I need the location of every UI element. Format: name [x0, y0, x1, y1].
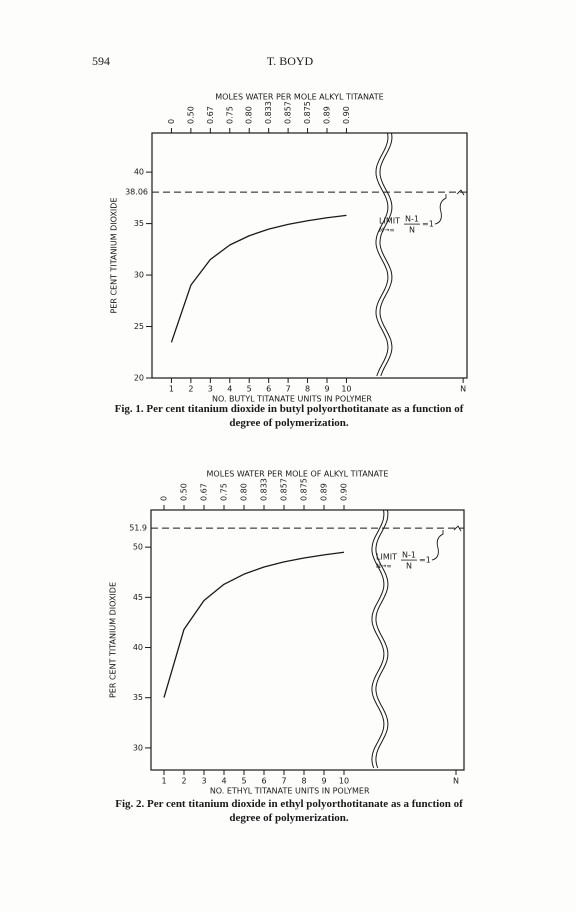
y-tick-label: 40: [133, 643, 143, 652]
y-tick-label: 35: [134, 219, 144, 228]
x-tick-label: 3: [201, 777, 206, 786]
annotation-subscript: N→∞: [376, 562, 392, 570]
x-tick-label: 1: [161, 777, 166, 786]
x-tick-label: 5: [247, 385, 252, 394]
x-tick-label: N: [460, 385, 466, 394]
top-tick-label: 0.833: [264, 101, 273, 124]
axis-break: [379, 132, 393, 377]
caption: Fig. 2. Per cent titanium dioxide in eth…: [103, 797, 475, 825]
axis-break: [375, 509, 389, 769]
top-tick-label: 0.857: [280, 478, 289, 501]
x-tick-label: 3: [208, 385, 213, 394]
limit-label: 51.9: [129, 524, 147, 533]
annotation-arrow: [434, 189, 465, 225]
y-tick-label: 30: [134, 271, 144, 280]
x-tick-label: 8: [301, 777, 306, 786]
top-tick-label: 0.89: [320, 483, 329, 501]
caption-text: Per cent titanium dioxide in butyl polyo…: [146, 403, 464, 429]
data-line: [170, 214, 347, 343]
page-number: 594: [92, 54, 110, 68]
top-tick-label: 0.75: [220, 483, 229, 501]
caption-label: Fig. 1.: [114, 403, 144, 415]
top-tick-label: 0.875: [303, 101, 312, 124]
x-tick-label: 1: [169, 385, 174, 394]
annotation-arrow: [431, 525, 462, 561]
annotation-denominator: N: [409, 226, 415, 235]
top-axis-label: MOLES WATER PER MOLE OF ALKYL TITANATE: [207, 470, 389, 479]
x-axis-label: NO. ETHYL TITANATE UNITS IN POLYMER: [210, 787, 370, 796]
top-tick-label: 0.833: [260, 478, 269, 501]
plot-frame: [151, 132, 468, 379]
caption-label: Fig. 2.: [115, 798, 145, 810]
top-tick-label: 0.50: [180, 483, 189, 501]
top-tick-label: 0.67: [206, 106, 215, 124]
y-tick-label: 40: [134, 168, 144, 177]
x-tick-label: 2: [188, 385, 193, 394]
x-tick-label: N: [453, 777, 459, 786]
top-tick-label: 0.90: [342, 106, 351, 124]
plot-frame: [150, 509, 465, 771]
x-tick-label: 2: [181, 777, 186, 786]
annotation-result: =1: [422, 220, 434, 229]
x-tick-label: 8: [305, 385, 310, 394]
top-tick-label: 0.67: [200, 483, 209, 501]
x-tick-label: 4: [221, 777, 226, 786]
top-tick-label: 0.89: [323, 106, 332, 124]
x-tick-label: 7: [281, 777, 286, 786]
annotation-result: =1: [419, 556, 431, 565]
y-tick-label: 30: [133, 743, 143, 752]
x-tick-label: 6: [266, 385, 271, 394]
y-tick-label: 20: [134, 374, 144, 383]
x-tick-label: 6: [261, 777, 266, 786]
x-tick-label: 4: [227, 385, 232, 394]
y-tick-label: 25: [134, 322, 144, 331]
limit-label: 38.06: [125, 188, 148, 197]
top-tick-label: 0.875: [300, 478, 309, 501]
running-head: T. BOYD: [267, 54, 314, 68]
data-line: [163, 551, 345, 698]
y-axis-label: PER CENT TITANIUM DIOXIDE: [109, 582, 118, 698]
y-tick-label: 50: [133, 543, 143, 552]
annotation-limit: LIMIT: [376, 553, 397, 562]
annotation-numerator: N-1: [402, 551, 416, 560]
top-tick-label: 0.857: [284, 101, 293, 124]
caption: Fig. 1. Per cent titanium dioxide in but…: [103, 402, 475, 430]
axis-break: [371, 509, 385, 769]
x-tick-label: 5: [241, 777, 246, 786]
top-tick-label: 0.75: [225, 106, 234, 124]
annotation-limit: LIMIT: [379, 217, 400, 226]
top-tick-label: 0.90: [340, 483, 349, 501]
x-tick-label: 9: [321, 777, 326, 786]
top-tick-label: 0: [167, 119, 176, 124]
top-tick-label: 0.80: [245, 106, 254, 124]
annotation-numerator: N-1: [405, 215, 419, 224]
annotation-denominator: N: [406, 562, 412, 571]
x-tick-label: 7: [286, 385, 291, 394]
top-axis-label: MOLES WATER PER MOLE ALKYL TITANATE: [215, 93, 383, 102]
x-tick-label: 10: [341, 385, 351, 394]
axis-break: [375, 132, 389, 377]
top-tick-label: 0.50: [186, 106, 195, 124]
top-tick-label: 0: [160, 496, 169, 501]
y-axis-label: PER CENT TITANIUM DIOXIDE: [110, 197, 119, 313]
y-tick-label: 45: [133, 593, 143, 602]
x-axis-label: NO. BUTYL TITANATE UNITS IN POLYMER: [212, 395, 372, 404]
caption-text: Per cent titanium dioxide in ethyl polyo…: [147, 798, 463, 824]
x-tick-label: 10: [339, 777, 349, 786]
y-tick-label: 35: [133, 693, 143, 702]
annotation-subscript: N→∞: [379, 226, 395, 234]
top-tick-label: 0.80: [240, 483, 249, 501]
x-tick-label: 9: [324, 385, 329, 394]
